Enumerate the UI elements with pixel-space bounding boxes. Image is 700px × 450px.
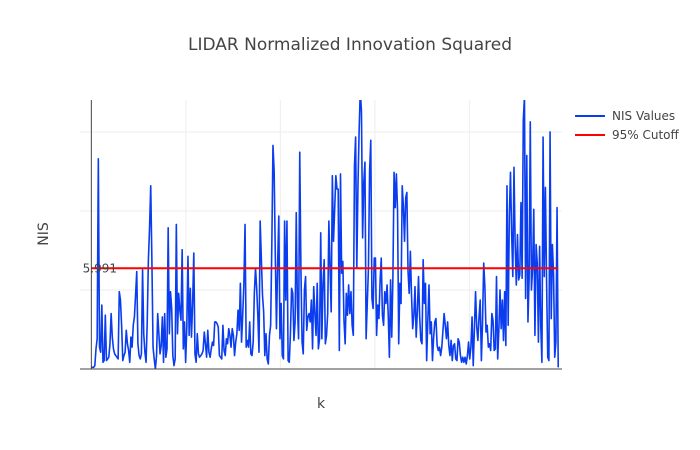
x-axis-title: k [317, 396, 326, 412]
legend-label: NIS Values [612, 109, 675, 123]
y-axis-title: NIS [36, 222, 52, 246]
y-tick-labels: 5.991 [83, 261, 117, 275]
plot-area [91, 100, 560, 369]
legend-label: 95% Cutoff [612, 128, 680, 142]
legend: NIS Values 95% Cutoff [575, 109, 680, 142]
nis-values-line [91, 100, 560, 369]
y-tick-label: 5.991 [83, 261, 117, 275]
chart-title: LIDAR Normalized Innovation Squared [188, 35, 512, 55]
